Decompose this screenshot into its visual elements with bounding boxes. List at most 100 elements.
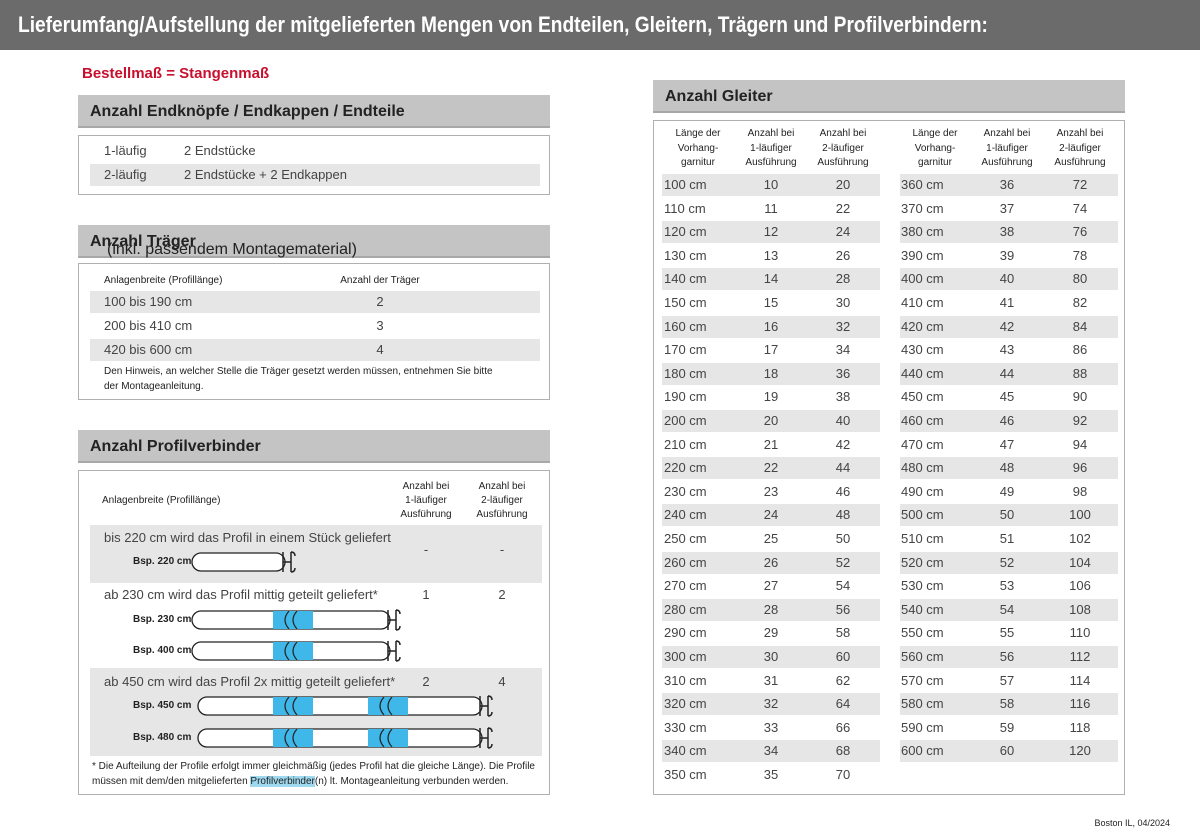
column-header: Vorhang- (914, 142, 956, 154)
cell: 34 (835, 342, 851, 358)
cell: 46 (835, 483, 851, 499)
row-band (662, 551, 880, 574)
joint (284, 728, 298, 748)
row-band (90, 164, 540, 186)
cell: 2 (376, 294, 384, 309)
row-band (900, 504, 1118, 527)
footnote-part: müssen mit dem/den mitgelieferten (92, 776, 251, 787)
cell: 27 (763, 578, 779, 594)
cell: 118 (1069, 719, 1091, 735)
cell: 88 (1072, 365, 1088, 381)
cell: 480 cm (901, 460, 944, 476)
section-bar: Anzahl Endknöpfe / Endkappen / Endteile (78, 95, 550, 128)
column-header: Länge der (912, 128, 958, 139)
count: - (499, 542, 505, 557)
cell: 15 (763, 295, 779, 310)
cell: 340 cm (664, 743, 707, 759)
cell: 21 (763, 436, 779, 452)
cell: 58 (835, 625, 851, 641)
column-header: Anzahl bei (402, 481, 450, 492)
cell: 290 cm (664, 625, 707, 641)
cell: 48 (835, 507, 851, 523)
cell: 100 (1069, 507, 1091, 523)
cell: 420 bis 600 cm (104, 342, 193, 357)
row-band (662, 174, 880, 196)
cell: 330 cm (664, 719, 707, 735)
column-header: 2-läufiger (481, 495, 523, 506)
cell: 200 bis 410 cm (104, 318, 193, 333)
row-band (662, 504, 880, 527)
cell: 55 (999, 625, 1015, 641)
cell: 120 cm (664, 224, 707, 240)
cell: 26 (835, 247, 851, 263)
cell: 540 cm (901, 601, 944, 617)
cell: 76 (1072, 224, 1088, 240)
cell: 102 (1069, 531, 1091, 546)
joint (379, 728, 393, 748)
cell: 45 (999, 389, 1015, 405)
cell: 440 cm (901, 365, 944, 381)
end-knob (282, 551, 296, 573)
cell: 49 (999, 483, 1015, 499)
column-header: Anzahl bei (478, 481, 526, 492)
column-header: Vorhang- (677, 142, 719, 154)
cell: 74 (1072, 200, 1088, 216)
cell: 38 (999, 224, 1015, 240)
cell: 350 cm (664, 767, 707, 782)
footer: Boston IL, 04/2024 (1094, 818, 1170, 828)
joint (284, 696, 298, 716)
group-label: ab 230 cm wird das Profil mittig geteilt… (104, 587, 378, 602)
cell: 10 (763, 177, 779, 192)
cell: 44 (835, 460, 851, 476)
cell: 170 cm (664, 342, 707, 358)
cell: 310 cm (664, 672, 707, 688)
section-box (653, 120, 1125, 795)
row-band (900, 693, 1118, 716)
joint (379, 696, 393, 716)
count: 2 (422, 674, 430, 689)
row-band (900, 551, 1118, 574)
cell: 62 (835, 672, 851, 688)
column-header: Anlagenbreite (Profillänge) (102, 495, 221, 506)
cell: 4 (376, 342, 384, 357)
column-header: Anzahl der Träger (340, 275, 420, 286)
row-band (90, 339, 540, 361)
cell: 180 cm (664, 365, 707, 381)
row-band (900, 362, 1118, 385)
cell: 570 cm (901, 672, 944, 688)
cell: 300 cm (664, 649, 707, 664)
header-title: Lieferumfang/Aufstellung der mitgeliefer… (18, 12, 988, 37)
cell: 24 (763, 507, 779, 523)
note-line: Den Hinweis, an welcher Stelle die Träge… (104, 366, 493, 377)
column-header: Ausführung (817, 157, 869, 168)
profile-tube (197, 728, 483, 748)
cell: 34 (763, 743, 779, 759)
cell: 12 (763, 224, 779, 240)
cell: 500 cm (901, 507, 944, 523)
cell: 35 (763, 767, 779, 782)
cell: 140 cm (664, 271, 707, 287)
cell: 48 (999, 460, 1015, 476)
joint (284, 610, 298, 630)
cell: 100 bis 190 cm (104, 294, 193, 309)
cell: 13 (763, 247, 779, 263)
cell: 42 (999, 318, 1015, 334)
example-label: Bsp. 400 cm (133, 645, 192, 656)
cell: 150 cm (664, 295, 707, 310)
cell: 260 cm (664, 554, 707, 570)
cell: 47 (999, 436, 1015, 452)
section-title: Anzahl Träger (inkl. passendem Montagemat… (90, 233, 357, 258)
footnote-part: (n) lt. Montageanleitung verbunden werde… (314, 776, 509, 787)
cell: 430 cm (901, 342, 944, 358)
column-header: Länge der (675, 128, 721, 139)
example-label: Bsp. 450 cm (133, 700, 192, 711)
cell: 50 (999, 507, 1015, 523)
cell: 96 (1072, 460, 1088, 476)
joint (284, 641, 298, 661)
cell: 560 cm (901, 649, 944, 664)
group-label: ab 450 cm wird das Profil 2x mittig gete… (104, 674, 396, 689)
example-label: Bsp. 220 cm (133, 556, 192, 567)
cell: 56 (835, 601, 851, 617)
cell: 40 (835, 413, 851, 428)
